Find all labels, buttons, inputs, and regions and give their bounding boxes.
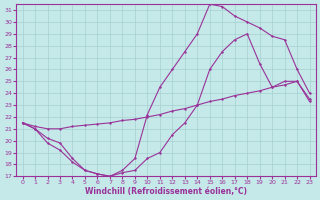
X-axis label: Windchill (Refroidissement éolien,°C): Windchill (Refroidissement éolien,°C) [85,187,247,196]
